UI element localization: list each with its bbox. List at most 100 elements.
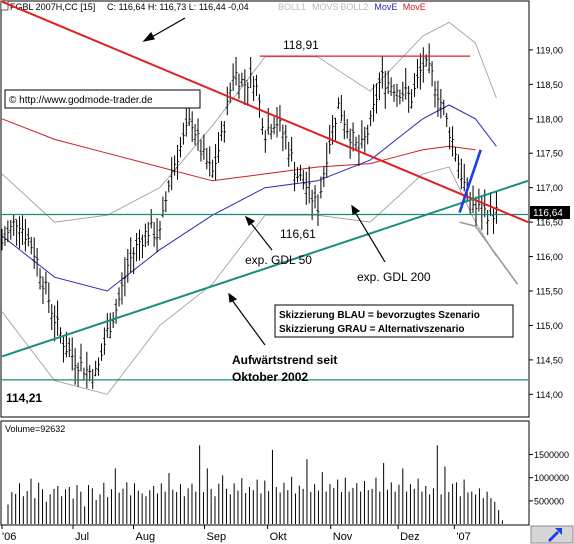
price-bar <box>342 110 346 140</box>
arrow-gdl200-head <box>351 204 361 215</box>
price-tick-label: 116,50 <box>536 218 563 228</box>
price-bar <box>374 83 378 114</box>
price-bar <box>360 120 364 149</box>
price-bar <box>281 124 285 152</box>
price-bar <box>421 47 425 83</box>
legend-blue: Skizzierung BLAU = bevorzugtes Szenario <box>279 310 480 321</box>
time-tick-label: Nov <box>333 531 353 543</box>
chart-header: FGBL 2007H,CC [15] C: 116,64 H: 116,73 L… <box>0 0 426 12</box>
price-bar <box>494 191 498 224</box>
price-bar <box>366 124 370 145</box>
price-bar <box>79 343 83 372</box>
moving-averages <box>1 104 497 292</box>
price-bar <box>205 147 209 170</box>
price-bar <box>23 218 27 252</box>
arrow-uptrend-head <box>228 292 238 303</box>
price-bar <box>97 357 101 376</box>
price-bar <box>73 348 77 385</box>
arrow-uptrend <box>231 299 266 346</box>
volume-tick-label: 1500000 <box>534 450 569 460</box>
price-tick-label: 114,50 <box>536 355 563 365</box>
price-bar <box>117 287 121 307</box>
price-bar <box>442 99 446 116</box>
price-bar <box>459 158 463 190</box>
price-bar <box>395 83 399 107</box>
price-bar <box>272 116 276 135</box>
price-bar <box>456 154 460 179</box>
price-bar <box>453 146 457 162</box>
price-bar <box>158 220 162 240</box>
price-bar <box>176 144 180 180</box>
price-bar <box>474 196 478 227</box>
price-bar <box>225 86 229 116</box>
scenario-grau-line <box>459 221 519 285</box>
price-bar <box>88 365 92 382</box>
trend-lines <box>1 0 529 381</box>
indicator-label-4: MovE <box>403 2 426 12</box>
price-bar <box>105 313 109 338</box>
arrow-downtrend-head <box>142 31 155 42</box>
price-bar <box>208 146 212 177</box>
last-price-tag: 116,64 <box>530 206 570 219</box>
price-bar <box>0 228 4 251</box>
price-bar <box>237 73 241 99</box>
price-bar <box>401 81 405 102</box>
price-bar <box>61 335 65 363</box>
price-bar <box>44 271 48 295</box>
copyright-box: © http://www.godmode-trader.de <box>4 89 201 109</box>
price-bar <box>260 118 264 135</box>
price-bar <box>345 119 349 139</box>
annotation-trend-line2: Oktober 2002 <box>232 370 308 384</box>
price-bar <box>85 351 89 389</box>
price-bar <box>20 215 24 245</box>
price-bar <box>114 298 118 324</box>
ema200-line <box>1 118 476 182</box>
price-bar <box>257 94 261 118</box>
price-bar <box>35 247 39 277</box>
price-bar <box>193 124 197 146</box>
price-bar <box>413 72 417 97</box>
price-bar <box>319 176 323 199</box>
price-tick-label: 115,00 <box>536 321 563 331</box>
price-bar <box>108 312 112 339</box>
price-bar <box>138 229 142 261</box>
price-bar <box>418 53 422 90</box>
time-tick-label: '06 <box>2 531 16 543</box>
price-bar <box>386 70 390 95</box>
price-bar <box>427 43 431 74</box>
price-bar <box>389 77 393 96</box>
scenario-legend-box: Skizzierung BLAU = bevorzugtes Szenario … <box>274 304 514 338</box>
arrow-gdl50 <box>249 221 273 251</box>
price-bar <box>47 282 51 313</box>
price-bar <box>222 121 226 143</box>
price-bar <box>462 163 466 192</box>
price-bar <box>249 57 253 89</box>
price-bar <box>199 139 203 162</box>
header-marker <box>0 0 9 11</box>
bollinger-lower-line <box>1 166 497 395</box>
annotation-arrows <box>142 17 386 346</box>
volume-tick-label: 1000000 <box>534 473 569 483</box>
ema50-line <box>1 104 497 292</box>
price-tick-label: 115,50 <box>536 287 563 297</box>
price-bar <box>287 141 291 167</box>
price-bar <box>304 171 308 205</box>
annotation-high: 118,91 <box>283 38 319 52</box>
volume-label: Volume=92632 <box>5 424 65 434</box>
scroll-button[interactable] <box>530 525 574 544</box>
price-bar <box>120 272 124 305</box>
price-bar <box>184 105 188 137</box>
price-bar <box>140 234 144 259</box>
price-bar <box>284 124 288 150</box>
price-bar <box>202 134 206 160</box>
price-bar <box>404 68 408 100</box>
price-bar <box>38 268 42 290</box>
price-bar <box>246 80 250 106</box>
price-bar <box>263 130 267 153</box>
price-bar <box>123 257 127 297</box>
price-bar <box>129 237 133 273</box>
price-bar <box>322 166 326 188</box>
price-bar <box>76 362 80 387</box>
time-tick-label: Aug <box>136 531 156 543</box>
